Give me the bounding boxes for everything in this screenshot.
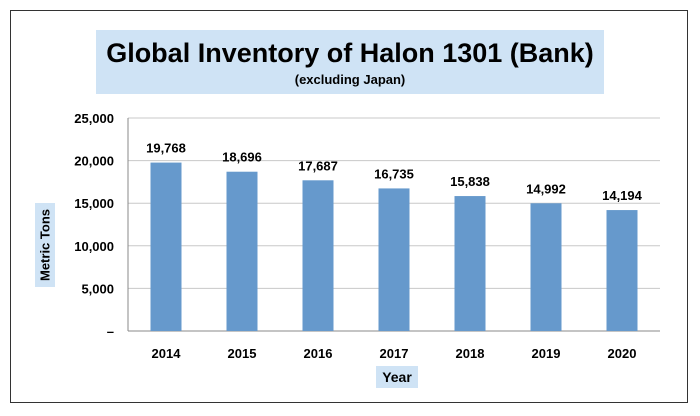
x-tick-label: 2016: [304, 346, 333, 361]
x-tick-label: 2020: [608, 346, 637, 361]
bar: [606, 210, 638, 331]
y-tick-label: 5,000: [81, 281, 114, 296]
title-box: Global Inventory of Halon 1301 (Bank) (e…: [96, 30, 604, 94]
bar: [454, 196, 486, 331]
x-tick-label: 2019: [532, 346, 561, 361]
y-tick-label: 20,000: [74, 154, 114, 169]
data-label: 18,696: [222, 150, 262, 165]
data-label: 19,768: [146, 141, 186, 156]
chart-title: Global Inventory of Halon 1301 (Bank): [106, 38, 594, 68]
data-label: 15,838: [450, 174, 490, 189]
bar: [530, 203, 562, 331]
bar: [226, 171, 258, 331]
x-tick-label: 2017: [380, 346, 409, 361]
y-axis-label-box: [35, 203, 55, 287]
x-tick-label: 2018: [456, 346, 485, 361]
data-label: 17,687: [298, 158, 338, 173]
x-tick-label: 2015: [228, 346, 257, 361]
y-tick-label: –: [107, 324, 114, 339]
x-axis-label: Year: [376, 366, 418, 388]
bar: [302, 180, 334, 331]
y-tick-label: 15,000: [74, 196, 114, 211]
bar: [150, 162, 182, 331]
data-label: 14,194: [602, 188, 643, 203]
chart-subtitle: (excluding Japan): [294, 72, 406, 87]
data-label: 16,735: [374, 166, 414, 181]
data-label: 14,992: [526, 181, 566, 196]
bar: [378, 188, 410, 331]
y-tick-label: 10,000: [74, 239, 114, 254]
y-tick-label: 25,000: [74, 111, 114, 126]
x-tick-label: 2014: [152, 346, 182, 361]
y-axis-label: Metric Tons: [37, 209, 53, 281]
